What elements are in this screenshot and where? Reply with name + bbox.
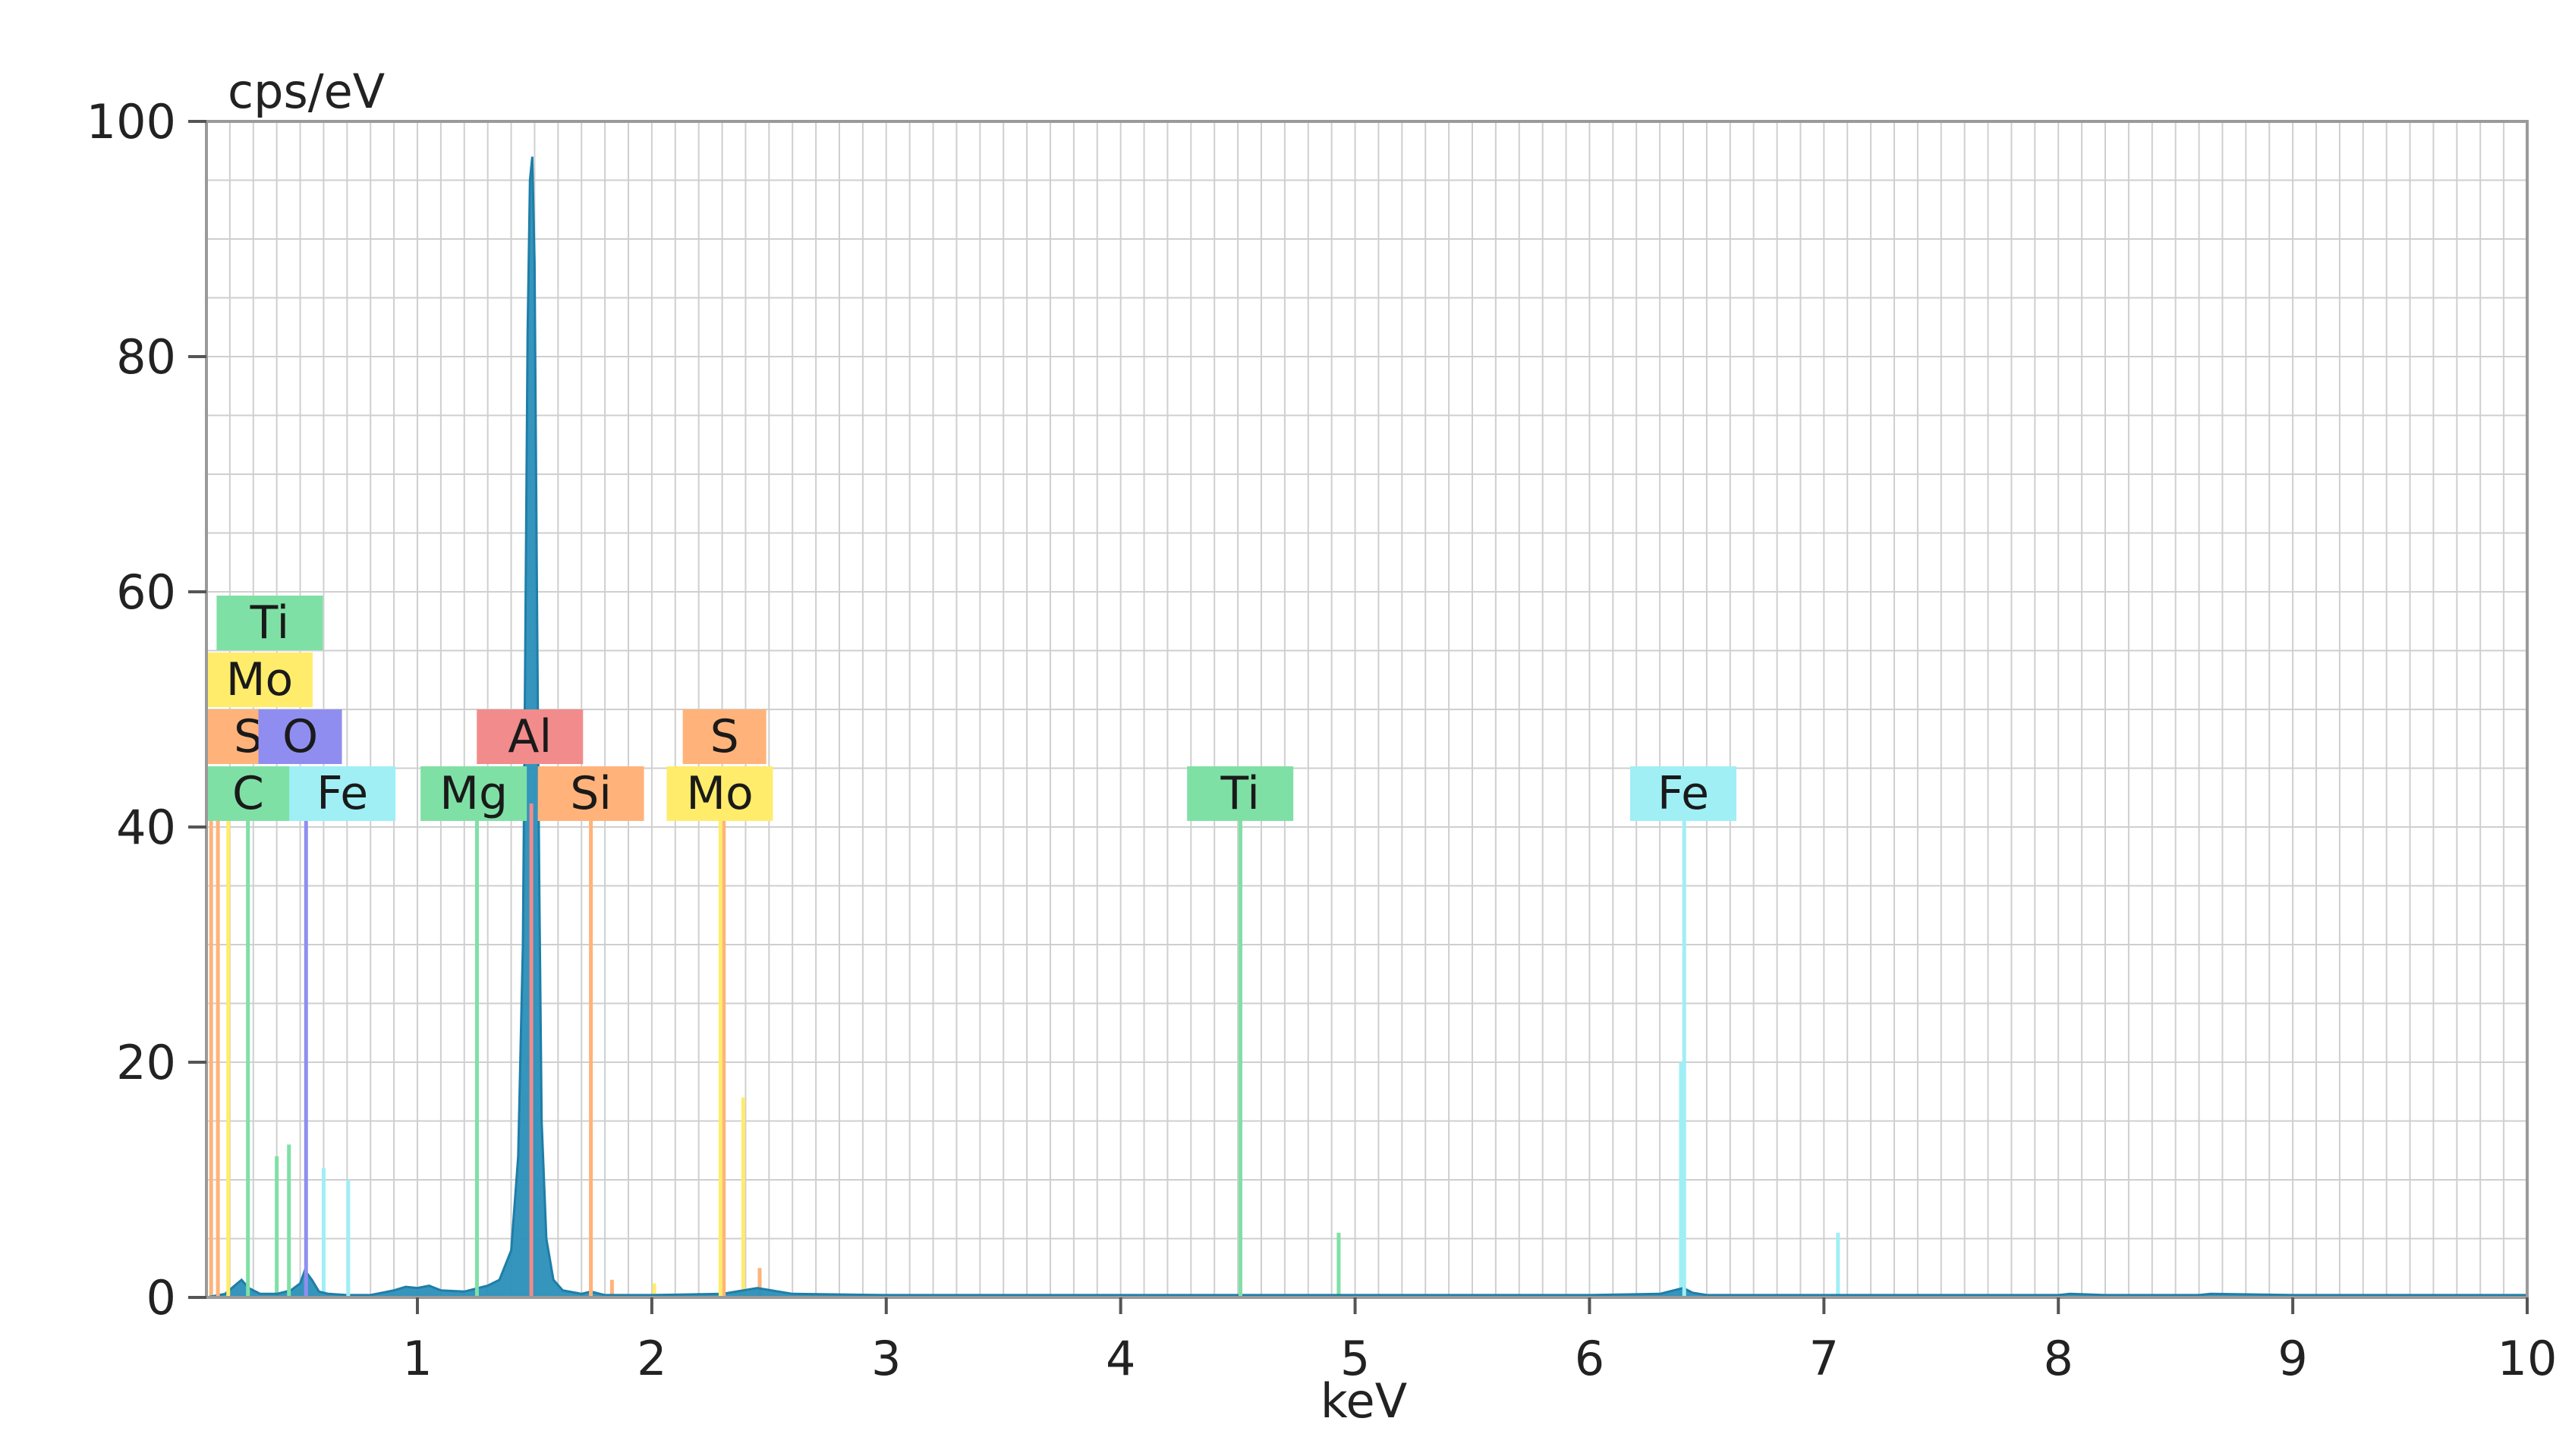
- x-tick-label: 1: [402, 1331, 432, 1386]
- element-tag-box: [258, 709, 342, 764]
- element-tag: Ti: [1187, 766, 1294, 821]
- y-axis-title: cps/eV: [228, 64, 385, 119]
- element-tag: Mg: [420, 766, 527, 821]
- element-tag-box: [537, 766, 644, 821]
- y-tick-label: 0: [146, 1270, 176, 1325]
- y-tick-label: 60: [116, 564, 176, 620]
- element-tag-box: [206, 766, 290, 821]
- spectrum-area: [206, 156, 2529, 1299]
- element-tag-label: C: [232, 767, 264, 820]
- element-tag-box: [206, 653, 313, 707]
- element-tag-label: Ti: [1220, 767, 1259, 820]
- y-tick-label: 40: [116, 800, 176, 855]
- x-tick-label: 4: [1106, 1331, 1135, 1386]
- element-lines: [216, 803, 1686, 1297]
- element-tag-box: [477, 709, 584, 764]
- element-tag-label: Si: [570, 767, 612, 820]
- element-tag: Fe: [289, 766, 396, 821]
- element-tag-box: [1187, 766, 1294, 821]
- element-tag: S: [682, 709, 767, 764]
- element-tag: Mo: [206, 653, 313, 707]
- element-tag: Ti: [216, 596, 323, 650]
- x-tick-label: 7: [1809, 1331, 1839, 1386]
- element-tag-label: Mo: [226, 653, 293, 706]
- element-tag-label: Mg: [439, 767, 508, 820]
- x-tick-label: 6: [1575, 1331, 1604, 1386]
- x-tick-label: 9: [2278, 1331, 2307, 1386]
- element-tag-box: [289, 766, 396, 821]
- y-tick-label: 80: [116, 329, 176, 385]
- x-tick-label: 3: [871, 1331, 901, 1386]
- element-tag: C: [206, 766, 290, 821]
- x-tick-label: 2: [637, 1331, 666, 1386]
- element-tag-label: Fe: [1657, 767, 1709, 820]
- element-tag-label: Ti: [250, 596, 289, 649]
- element-tag-label: O: [282, 710, 318, 763]
- element-tag-box: [216, 596, 323, 650]
- element-tag-box: [1630, 766, 1736, 821]
- x-tick-label: 10: [2498, 1331, 2558, 1386]
- x-tick-label: 8: [2043, 1331, 2073, 1386]
- element-tag: Fe: [1630, 766, 1736, 821]
- element-tag-box: [420, 766, 527, 821]
- element-tag: O: [258, 709, 342, 764]
- element-tag-label: S: [234, 710, 263, 763]
- plot-frame: [205, 120, 2529, 1299]
- element-tag-label: Al: [508, 710, 552, 763]
- x-axis-title: keV: [1321, 1373, 1407, 1429]
- spectrum-series: [206, 156, 2529, 1299]
- element-tag: Si: [537, 766, 644, 821]
- minor-element-lines: [209, 815, 1840, 1297]
- element-tag-label: S: [710, 710, 739, 763]
- y-tick-label: 20: [116, 1035, 176, 1090]
- x-tick-label: 5: [1340, 1331, 1370, 1386]
- element-tag-box: [682, 709, 767, 764]
- element-tag-label: Mo: [686, 767, 753, 820]
- element-tag-box: [666, 766, 773, 821]
- y-tick-label: 100: [87, 94, 176, 149]
- grid: [206, 121, 2527, 1297]
- element-tag: Al: [477, 709, 584, 764]
- element-tag-label: Fe: [316, 767, 368, 820]
- element-tag: Mo: [666, 766, 773, 821]
